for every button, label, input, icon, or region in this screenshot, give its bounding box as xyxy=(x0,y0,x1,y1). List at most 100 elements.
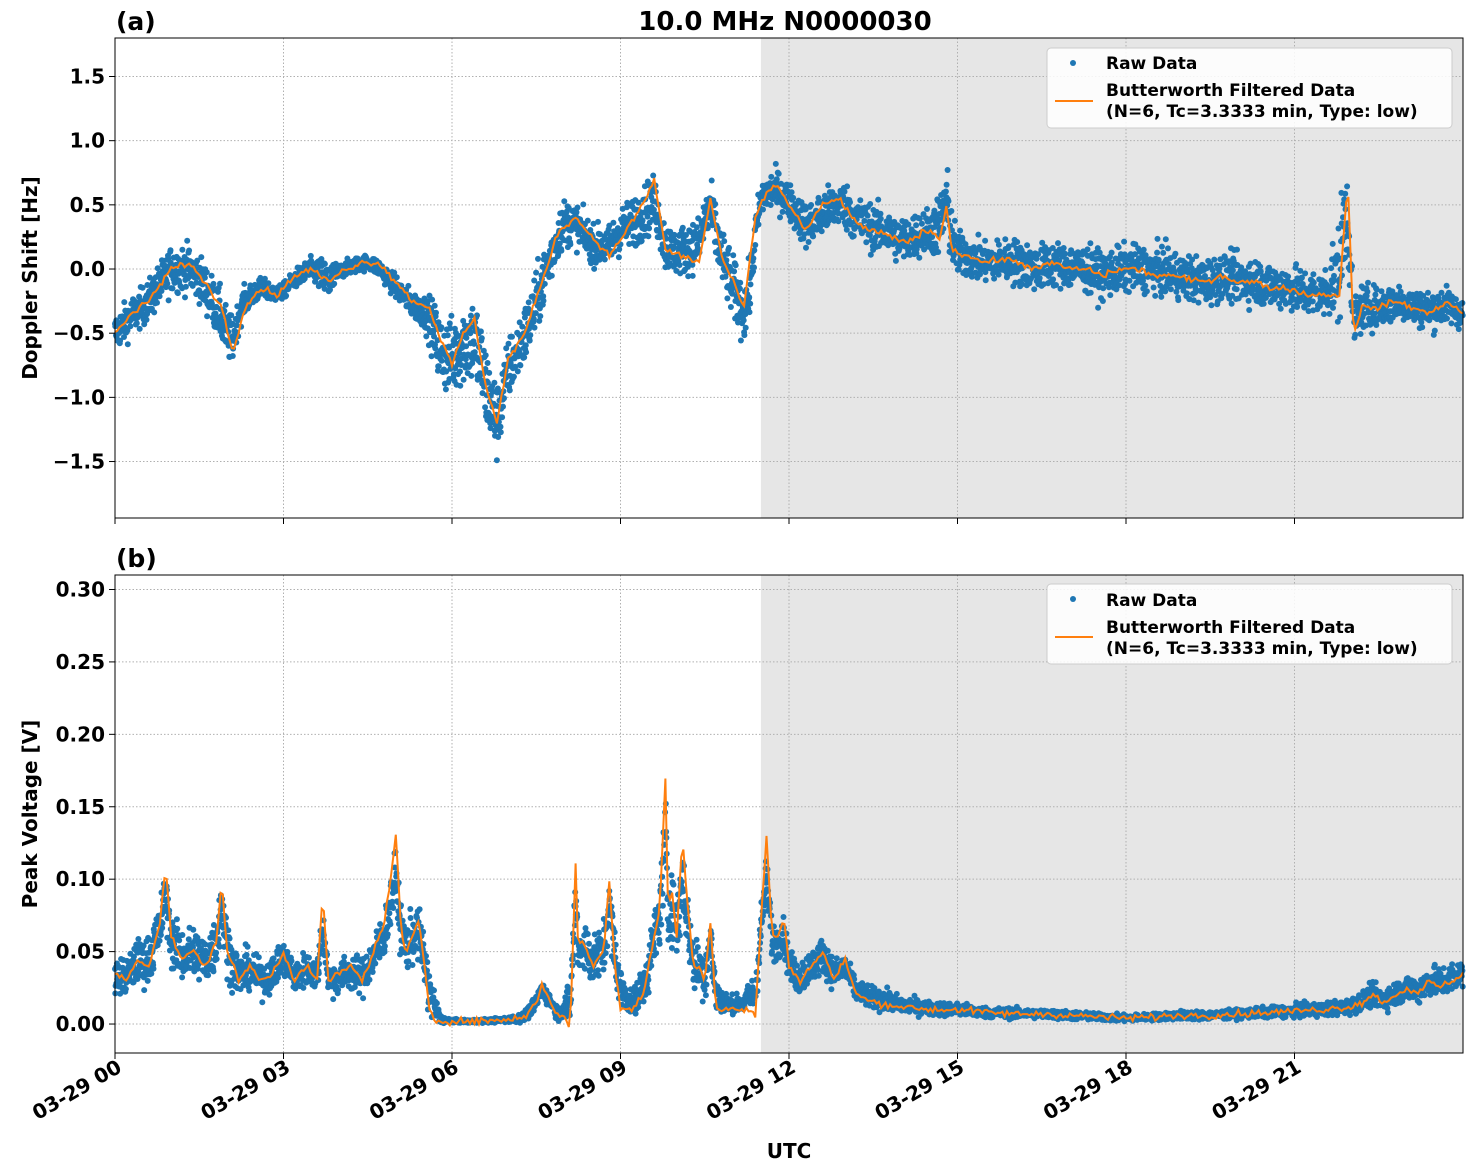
raw-data-point xyxy=(755,221,762,228)
raw-data-point xyxy=(136,325,143,332)
raw-data-point xyxy=(1126,277,1133,284)
raw-data-point xyxy=(1431,327,1438,334)
raw-data-point xyxy=(217,280,223,287)
raw-data-point xyxy=(610,219,617,226)
raw-data-point xyxy=(810,233,817,240)
raw-data-point xyxy=(732,262,739,269)
raw-data-point xyxy=(471,340,478,347)
raw-data-point xyxy=(222,301,229,308)
raw-data-point xyxy=(203,269,210,276)
raw-data-point xyxy=(288,957,295,964)
raw-data-point xyxy=(995,271,1002,278)
raw-data-point xyxy=(1372,291,1379,298)
raw-data-point xyxy=(174,925,181,932)
y-axis-label-a: Doppler Shift [Hz] xyxy=(18,176,42,380)
y-tick-label: 1.0 xyxy=(70,129,105,153)
raw-data-point xyxy=(1154,235,1161,242)
raw-data-point xyxy=(521,354,528,361)
raw-data-point xyxy=(777,214,783,221)
raw-data-point xyxy=(1014,239,1021,245)
raw-data-point xyxy=(457,368,463,375)
raw-data-point xyxy=(580,201,587,208)
x-ticks-a xyxy=(114,518,1295,524)
raw-data-point xyxy=(747,281,754,288)
raw-data-point xyxy=(1165,245,1171,252)
raw-data-point xyxy=(141,987,148,994)
raw-data-point xyxy=(752,242,759,248)
raw-data-point xyxy=(1162,236,1169,243)
raw-data-point xyxy=(312,278,319,285)
raw-data-point xyxy=(1337,314,1344,321)
raw-data-point xyxy=(1142,282,1149,289)
raw-data-point xyxy=(510,373,517,380)
raw-data-point xyxy=(615,254,622,261)
raw-data-point xyxy=(491,379,498,386)
raw-data-point xyxy=(1357,331,1364,337)
raw-data-point xyxy=(330,996,337,1003)
raw-data-point xyxy=(335,986,342,993)
raw-data-point xyxy=(805,239,812,245)
raw-data-point xyxy=(535,255,541,262)
y-ticks-a: 1.51.00.50.0−0.5−1.0−1.5 xyxy=(53,65,115,474)
raw-data-point xyxy=(1143,288,1150,295)
raw-data-point xyxy=(500,403,506,410)
raw-data-point xyxy=(174,290,181,297)
raw-data-point xyxy=(494,385,501,392)
raw-data-point xyxy=(1067,281,1074,288)
raw-data-point xyxy=(726,244,732,251)
raw-data-point xyxy=(1444,315,1450,322)
legend-filtered-params-a: (N=6, Tc=3.3333 min, Type: low) xyxy=(1106,102,1418,122)
raw-data-point xyxy=(1099,298,1106,304)
raw-data-point xyxy=(512,363,519,370)
raw-data-point xyxy=(537,313,544,320)
raw-data-point xyxy=(444,332,451,339)
raw-data-point xyxy=(638,238,645,244)
raw-data-point xyxy=(523,349,530,356)
raw-data-point xyxy=(1062,250,1068,257)
raw-data-point xyxy=(438,324,445,331)
raw-data-point xyxy=(740,317,747,324)
raw-data-point xyxy=(573,249,580,256)
raw-data-point xyxy=(975,231,982,238)
raw-data-point xyxy=(460,376,467,383)
raw-data-point xyxy=(532,310,539,317)
raw-data-point xyxy=(772,160,779,167)
legend-marker-raw-a xyxy=(1070,60,1076,66)
raw-data-point xyxy=(509,333,515,340)
raw-data-point xyxy=(1228,300,1235,307)
raw-data-point xyxy=(803,244,809,251)
raw-data-point xyxy=(1310,271,1317,278)
raw-data-point xyxy=(1234,246,1240,253)
raw-data-point xyxy=(442,386,449,393)
raw-data-point xyxy=(143,316,150,323)
raw-data-point xyxy=(531,277,538,284)
raw-data-point xyxy=(1373,322,1380,328)
raw-data-point xyxy=(982,237,989,244)
raw-data-point xyxy=(1229,267,1236,274)
raw-data-point xyxy=(261,275,268,282)
raw-data-point xyxy=(182,294,188,301)
raw-data-point xyxy=(951,217,958,224)
raw-data-point xyxy=(1309,298,1316,305)
raw-data-point xyxy=(1158,293,1165,300)
raw-data-point xyxy=(788,189,795,196)
raw-data-point xyxy=(1050,276,1057,283)
raw-data-point xyxy=(1084,246,1091,253)
raw-data-point xyxy=(779,208,786,215)
raw-data-point xyxy=(957,227,964,234)
raw-data-point xyxy=(255,954,262,961)
raw-data-point xyxy=(391,269,398,276)
legend-raw-label-a: Raw Data xyxy=(1106,54,1197,74)
raw-data-point xyxy=(226,935,233,942)
raw-data-point xyxy=(1031,286,1038,293)
raw-data-point xyxy=(644,213,651,220)
raw-data-point xyxy=(435,363,442,370)
raw-data-point xyxy=(864,212,871,219)
raw-data-point xyxy=(1322,267,1329,273)
raw-data-point xyxy=(1024,242,1031,249)
raw-data-point xyxy=(151,309,158,316)
raw-data-point xyxy=(558,247,565,254)
raw-data-point xyxy=(482,404,489,411)
raw-data-point xyxy=(877,215,884,222)
raw-data-point xyxy=(536,317,543,324)
